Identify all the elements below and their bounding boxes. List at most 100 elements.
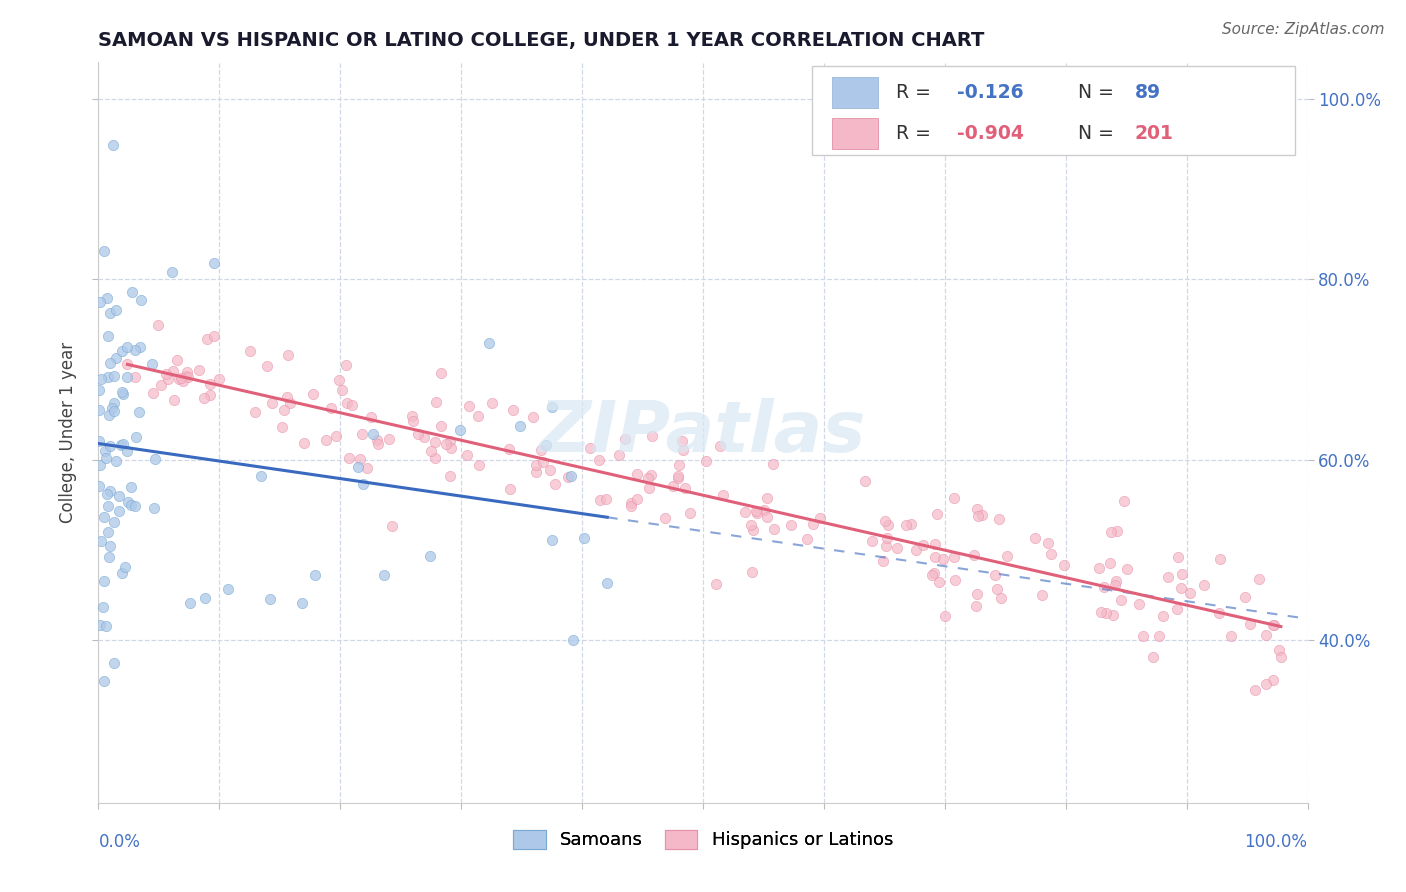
- Point: [108, 490, 131, 504]
- Point: [449, 423, 471, 437]
- Point: [808, 511, 831, 525]
- Point: [637, 470, 659, 484]
- Point: [90, 533, 112, 548]
- Point: [872, 554, 894, 568]
- Point: [1147, 629, 1170, 643]
- Point: [260, 396, 283, 410]
- Point: [1247, 572, 1270, 586]
- Point: [98, 438, 121, 452]
- Point: [924, 549, 946, 564]
- Point: [990, 591, 1012, 605]
- Point: [943, 574, 966, 588]
- Point: [378, 432, 401, 446]
- Point: [101, 401, 124, 416]
- Point: [1244, 682, 1267, 697]
- Point: [349, 452, 371, 467]
- Point: [105, 302, 128, 317]
- Point: [1036, 536, 1059, 550]
- Point: [89, 618, 111, 632]
- Point: [419, 549, 441, 563]
- Point: [498, 442, 520, 457]
- Point: [1099, 525, 1122, 540]
- Point: [346, 460, 368, 475]
- Point: [361, 427, 384, 442]
- Point: [509, 419, 531, 434]
- Point: [98, 356, 121, 370]
- Point: [128, 405, 150, 419]
- Point: [932, 552, 955, 566]
- Point: [1263, 617, 1285, 632]
- Point: [654, 511, 676, 525]
- Point: [120, 498, 142, 512]
- Point: [91, 599, 114, 614]
- Point: [430, 419, 453, 434]
- Text: -0.904: -0.904: [957, 124, 1024, 143]
- Point: [110, 344, 132, 359]
- Point: [626, 467, 648, 481]
- Point: [672, 443, 695, 458]
- Point: [1192, 577, 1215, 591]
- Point: [626, 491, 648, 506]
- Point: [177, 369, 200, 384]
- Point: [609, 448, 631, 462]
- Point: [1178, 586, 1201, 600]
- Point: [198, 388, 221, 402]
- Point: [928, 575, 950, 590]
- Point: [142, 385, 165, 400]
- Point: [149, 377, 172, 392]
- Point: [98, 539, 121, 553]
- Point: [905, 542, 928, 557]
- Point: [301, 387, 323, 401]
- Point: [744, 504, 766, 518]
- Point: [983, 568, 1005, 582]
- Point: [734, 505, 756, 519]
- FancyBboxPatch shape: [811, 66, 1295, 155]
- Point: [1053, 558, 1076, 572]
- Point: [745, 506, 768, 520]
- Point: [96, 328, 118, 343]
- Point: [467, 409, 489, 424]
- Point: [763, 522, 786, 536]
- Point: [291, 596, 314, 610]
- Point: [678, 506, 700, 520]
- Point: [544, 476, 567, 491]
- Point: [1142, 649, 1164, 664]
- Text: 89: 89: [1135, 83, 1161, 103]
- Bar: [832, 78, 879, 108]
- Point: [193, 391, 215, 405]
- Point: [93, 244, 115, 259]
- Point: [111, 384, 134, 399]
- Point: [423, 450, 446, 465]
- Point: [911, 538, 934, 552]
- Point: [1109, 593, 1132, 607]
- Point: [1263, 673, 1285, 688]
- Point: [522, 410, 544, 425]
- Point: [922, 566, 945, 580]
- Point: [111, 437, 134, 451]
- Point: [89, 295, 111, 310]
- Point: [105, 351, 128, 366]
- Text: N =: N =: [1078, 83, 1119, 103]
- Point: [98, 483, 121, 498]
- Point: [709, 439, 731, 453]
- Point: [662, 479, 685, 493]
- Point: [995, 549, 1018, 563]
- Point: [1031, 588, 1053, 602]
- Point: [170, 371, 193, 385]
- Point: [98, 306, 121, 320]
- Point: [195, 332, 218, 346]
- Point: [762, 457, 785, 471]
- Point: [666, 470, 689, 484]
- Point: [896, 518, 918, 533]
- Point: [114, 560, 136, 574]
- Point: [97, 549, 120, 564]
- Point: [425, 394, 447, 409]
- Point: [163, 392, 186, 407]
- Point: [336, 396, 359, 410]
- Point: [557, 469, 579, 483]
- Point: [756, 491, 779, 505]
- Point: [256, 359, 278, 373]
- Point: [366, 434, 388, 448]
- Point: [1104, 577, 1126, 591]
- Text: SAMOAN VS HISPANIC OR LATINO COLLEGE, UNDER 1 YEAR CORRELATION CHART: SAMOAN VS HISPANIC OR LATINO COLLEGE, UN…: [98, 31, 984, 50]
